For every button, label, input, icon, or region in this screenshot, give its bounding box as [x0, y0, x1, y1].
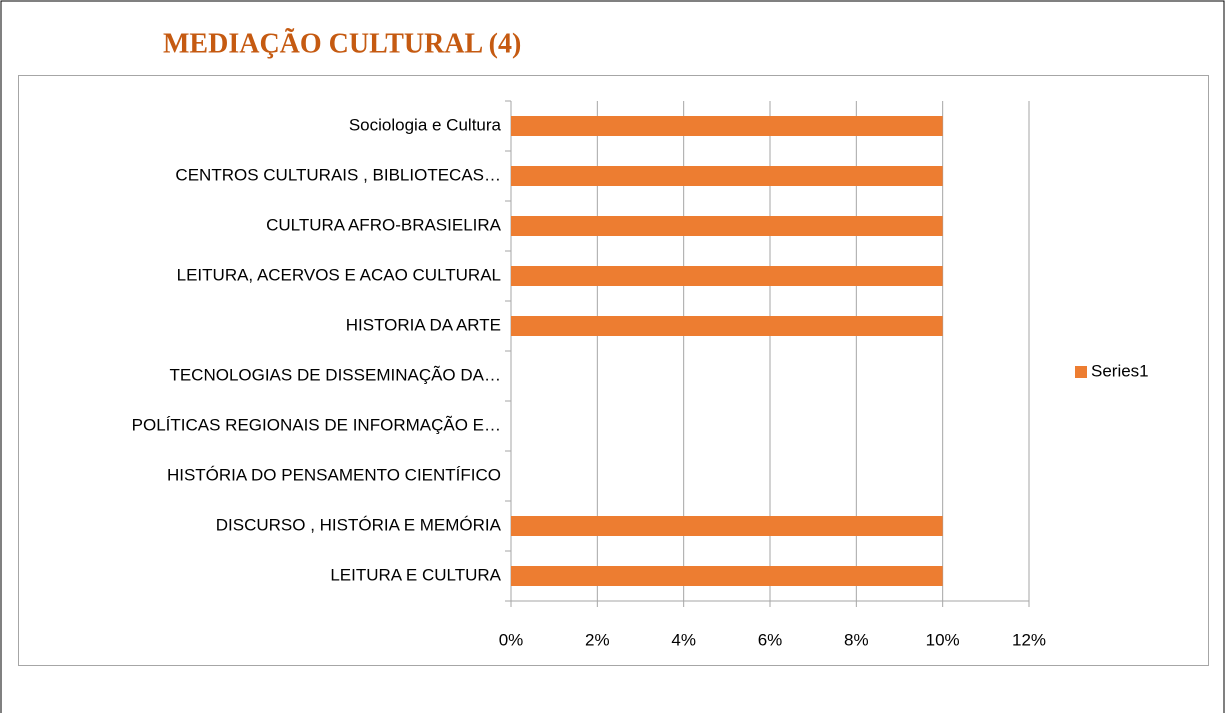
- y-tick-label: LEITURA, ACERVOS E ACAO CULTURAL: [177, 265, 501, 284]
- x-tick-label: 8%: [844, 630, 869, 649]
- x-tick-label: 0%: [499, 630, 524, 649]
- x-tick-label: 4%: [671, 630, 696, 649]
- x-tick-label: 12%: [1012, 630, 1046, 649]
- y-tick-label: TECNOLOGIAS DE DISSEMINAÇÃO DA…: [169, 365, 501, 384]
- y-tick-label: CULTURA AFRO-BRASIELIRA: [266, 215, 502, 234]
- bar: [511, 166, 943, 186]
- y-tick-label: HISTORIA DA ARTE: [346, 315, 501, 334]
- bar: [511, 266, 943, 286]
- x-tick-label: 6%: [758, 630, 783, 649]
- y-tick-label: CENTROS CULTURAIS , BIBLIOTECAS…: [175, 165, 501, 184]
- bar: [511, 316, 943, 336]
- y-tick-label: LEITURA E CULTURA: [330, 565, 501, 584]
- legend-label: Series1: [1091, 361, 1149, 380]
- x-tick-label: 2%: [585, 630, 610, 649]
- bar: [511, 116, 943, 136]
- y-tick-label: HISTÓRIA DO PENSAMENTO CIENTÍFICO: [167, 465, 501, 484]
- x-tick-label: 10%: [926, 630, 960, 649]
- y-tick-label: DISCURSO , HISTÓRIA E MEMÓRIA: [216, 515, 502, 534]
- chart-title: MEDIAÇÃO CULTURAL (4): [163, 28, 521, 59]
- legend-swatch: [1075, 366, 1087, 378]
- y-tick-label: POLÍTICAS REGIONAIS DE INFORMAÇÃO E…: [132, 415, 501, 434]
- y-tick-label: Sociologia e Cultura: [349, 115, 502, 134]
- bar: [511, 566, 943, 586]
- bar: [511, 216, 943, 236]
- bar: [511, 516, 943, 536]
